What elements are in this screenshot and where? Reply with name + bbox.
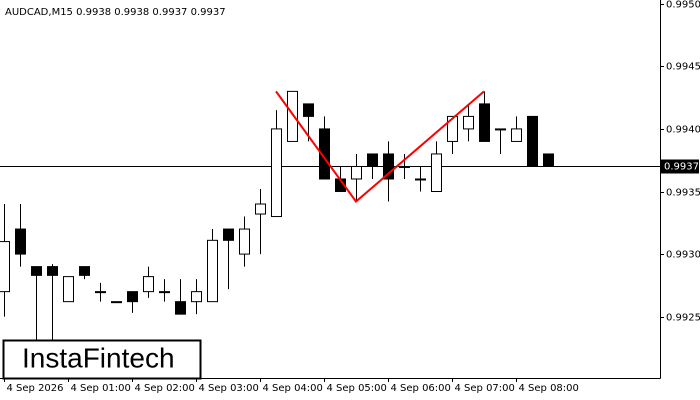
candle-body [255,203,266,215]
candle-body [127,291,138,303]
candle-body [431,153,442,193]
candle-body [383,153,394,180]
y-tick-label: 0.9940 [666,125,700,136]
x-tick-label: 4 Sep 04:00 [263,383,323,394]
candle-body [15,228,26,255]
candle-body [287,90,298,142]
y-tick-label: 0.9930 [666,250,700,261]
y-tick-label: 0.9950 [666,0,700,11]
x-tick-label: 4 Sep 06:00 [391,383,451,394]
candle-body [191,291,202,303]
y-tick-label: 0.9945 [666,62,700,73]
candle-body [207,239,218,303]
x-tick-label: 4 Sep 03:00 [199,383,259,394]
candle-body [95,291,106,294]
price-label-box [661,159,699,174]
y-tick-label: 0.9925 [666,313,700,324]
x-tick-label: 4 Sep 2026 [7,383,64,394]
x-tick-label: 4 Sep 07:00 [455,383,515,394]
candle-body [527,115,538,167]
candle-body [47,266,58,276]
candle-body [495,128,506,131]
x-tick-label: 4 Sep 02:00 [135,383,195,394]
x-tick-label: 4 Sep 05:00 [327,383,387,394]
candle-body [63,276,74,303]
candle-body [463,115,474,130]
candle-body [399,165,410,168]
candle-body [0,241,10,293]
candle-body [543,153,554,167]
candle-body [223,228,234,241]
candle-body [367,153,378,167]
price-label: 0.9937 [664,162,699,173]
x-tick-label: 4 Sep 01:00 [71,383,131,394]
candle-body [271,128,282,218]
candle-body [111,301,122,304]
candle-body [351,165,362,180]
candle-body [239,228,250,255]
x-tick-label: 4 Sep 08:00 [519,383,579,394]
y-tick-label: 0.9935 [666,188,700,199]
candle-body [175,301,186,315]
logo-box [2,339,202,380]
candle-body [479,103,490,142]
candle-body [447,115,458,142]
candle-body [143,276,154,293]
candle-body [79,266,90,276]
logo: InstaFintech [22,342,175,373]
candle-body [319,128,330,180]
candle-body [31,266,42,276]
candle-body [415,178,426,181]
candle-body [511,128,522,142]
pattern-line [275,90,485,203]
chart-title: AUDCAD,M15 0.9938 0.9938 0.9937 0.9937 [5,7,226,18]
candle-body [159,291,170,294]
candle-body [303,103,314,117]
